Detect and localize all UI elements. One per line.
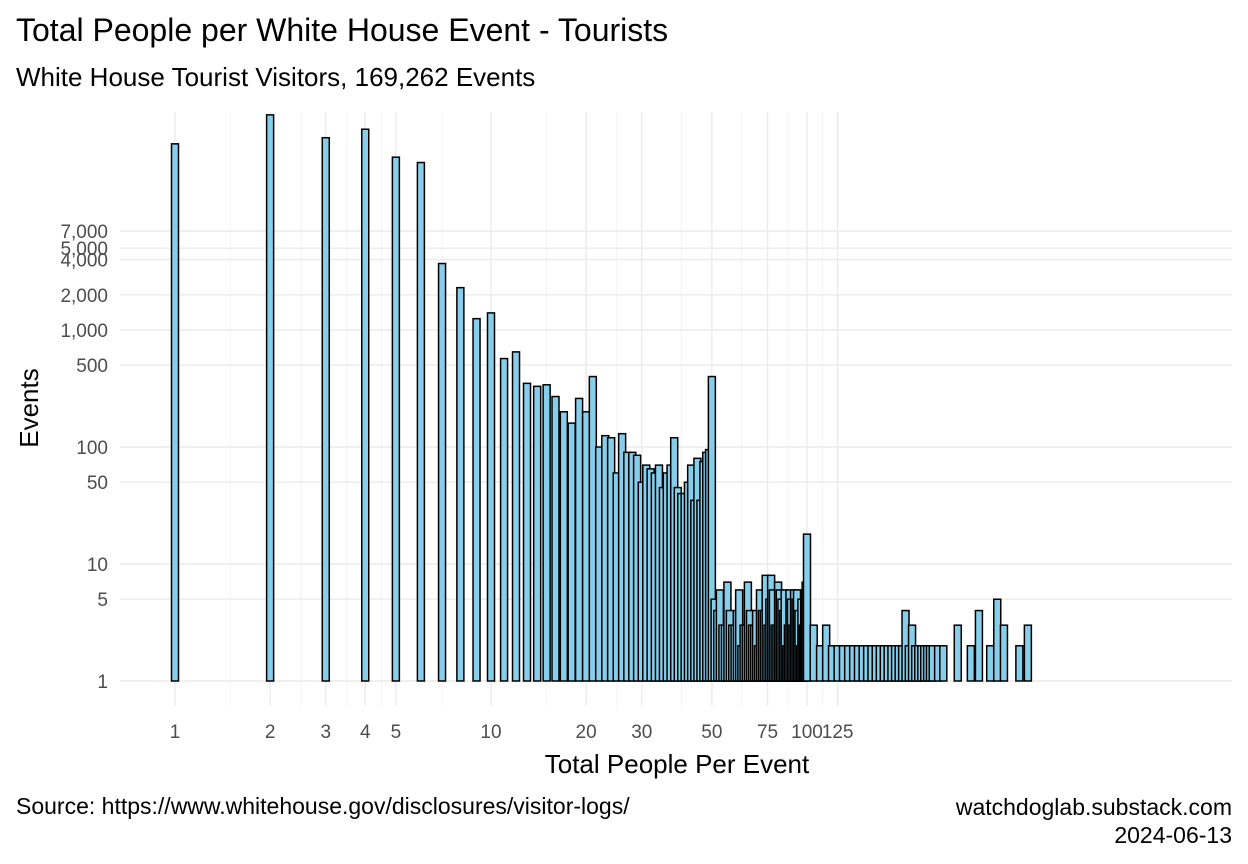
bar	[486, 312, 496, 682]
x-axis-title: Total People Per Event	[545, 749, 810, 779]
bar	[361, 128, 370, 682]
x-tick-label: 30	[631, 722, 652, 743]
x-tick-label: 50	[701, 722, 722, 743]
y-tick-label: 1	[97, 672, 108, 693]
bar	[499, 357, 509, 682]
credit-site: watchdoglab.substack.com	[955, 794, 1232, 820]
bar	[472, 317, 481, 682]
bar	[974, 609, 984, 682]
x-tick-label: 4	[360, 722, 371, 743]
x-tick-label: 2	[265, 722, 276, 743]
y-tick-label: 100	[76, 438, 108, 459]
x-tick-label: 20	[576, 722, 597, 743]
x-tick-label: 125	[822, 722, 854, 743]
bar	[321, 136, 331, 682]
y-tick-label: 50	[87, 473, 108, 494]
y-tick-label: 10	[87, 555, 108, 576]
bar	[939, 645, 948, 682]
y-tick-label: 5	[97, 590, 108, 611]
bar	[416, 161, 426, 682]
bar	[953, 624, 963, 682]
credit-caption: watchdoglab.substack.com 2024-06-13	[956, 793, 1232, 849]
y-tick-label: 5,000	[60, 239, 108, 260]
x-tick-label: 75	[757, 722, 778, 743]
bar	[391, 156, 401, 682]
bar	[966, 645, 976, 682]
bar	[567, 422, 576, 682]
credit-date: 2024-06-13	[1114, 822, 1232, 848]
bar	[985, 645, 995, 682]
chart-title: Total People per White House Event - Tou…	[16, 12, 669, 48]
x-tick-label: 5	[391, 722, 402, 743]
bar	[170, 143, 180, 682]
bar	[574, 397, 584, 682]
x-tick-label: 1	[170, 722, 181, 743]
bars	[170, 114, 1033, 682]
bar	[532, 385, 542, 682]
y-tick-label: 1,000	[60, 321, 108, 342]
x-tick-label: 3	[320, 722, 331, 743]
y-axis-title: Events	[14, 368, 44, 448]
bar	[265, 114, 275, 682]
bar	[1015, 645, 1024, 682]
x-tick-label: 10	[480, 722, 501, 743]
bar	[999, 624, 1009, 682]
y-tick-label: 7,000	[60, 222, 108, 243]
bar	[437, 262, 447, 682]
y-tick-label: 4,000	[60, 251, 108, 272]
bar	[456, 286, 465, 682]
bar	[522, 382, 532, 682]
y-tick-label: 500	[76, 356, 108, 377]
source-caption: Source: https://www.whitehouse.gov/discl…	[16, 793, 630, 819]
bar	[559, 411, 569, 682]
bar	[511, 351, 521, 682]
bar	[802, 533, 812, 682]
bar	[542, 384, 551, 682]
y-tick-label: 2,000	[60, 286, 108, 307]
chart-subtitle: White House Tourist Visitors, 169,262 Ev…	[16, 62, 536, 92]
bar	[1023, 624, 1033, 682]
x-tick-label: 100	[791, 722, 823, 743]
bar	[551, 395, 560, 682]
